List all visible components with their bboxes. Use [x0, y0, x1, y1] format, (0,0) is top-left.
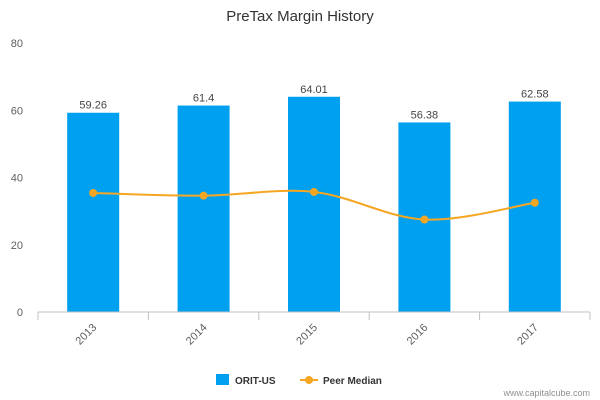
x-tick-label: 2014 — [184, 322, 210, 348]
peer-median-marker — [199, 191, 208, 200]
chart-title: PreTax Margin History — [226, 8, 374, 25]
bar — [177, 105, 230, 312]
data-label: 56.38 — [411, 109, 439, 121]
legend-label-line: Peer Median — [323, 376, 382, 387]
x-tick-label: 2013 — [74, 322, 100, 348]
credit-text: www.capitalcube.com — [502, 388, 590, 398]
x-tick-label: 2015 — [294, 322, 320, 348]
peer-median-marker — [310, 187, 318, 196]
x-tick-label: 2016 — [405, 322, 431, 348]
x-tick-label: 2017 — [515, 322, 541, 348]
peer-median-marker — [530, 198, 539, 207]
data-label: 61.4 — [193, 93, 214, 105]
data-label: 59.26 — [79, 100, 107, 112]
data-label: 64.01 — [300, 84, 328, 96]
bar-series — [67, 96, 561, 313]
peer-median-marker — [420, 215, 429, 224]
x-axis: 2013 2014 2015 2016 2017 — [37, 312, 591, 348]
legend: ORIT-US Peer Median — [216, 374, 382, 387]
y-tick-label: 80 — [11, 38, 23, 50]
legend-swatch-bar — [216, 374, 229, 385]
y-tick-label: 40 — [11, 173, 23, 185]
y-tick-label: 20 — [11, 240, 23, 252]
peer-median-marker — [89, 188, 98, 197]
bar — [288, 96, 340, 312]
data-labels: 59.26 61.4 64.01 56.38 62.58 — [79, 84, 548, 122]
y-axis: 0 20 40 60 80 — [11, 38, 23, 319]
bar — [67, 112, 120, 312]
y-tick-label: 60 — [11, 105, 23, 117]
y-tick-label: 0 — [17, 307, 23, 319]
legend-label-bar: ORIT-US — [235, 376, 276, 387]
legend-swatch-marker — [305, 376, 313, 384]
data-label: 62.58 — [521, 89, 549, 101]
line-series — [89, 187, 539, 224]
